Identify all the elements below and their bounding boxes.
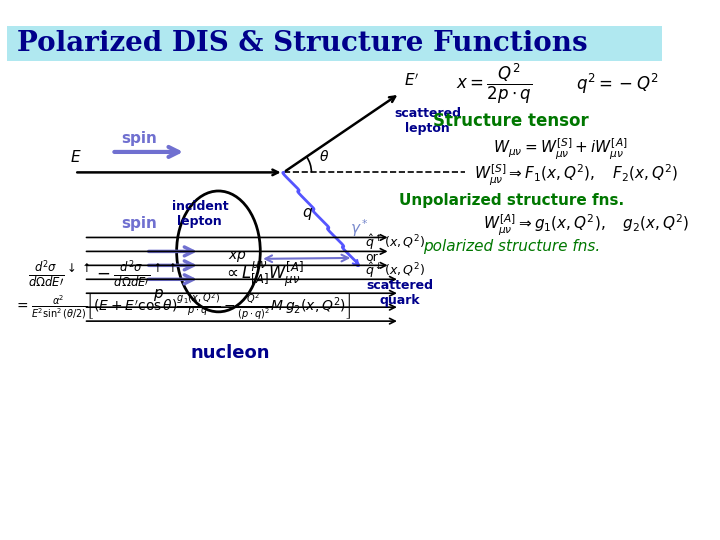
Text: $\hat{q}^{\downarrow}(x,Q^2)$: $\hat{q}^{\downarrow}(x,Q^2)$ bbox=[365, 261, 426, 280]
Text: Structure tensor: Structure tensor bbox=[433, 112, 589, 130]
Text: $q$: $q$ bbox=[302, 206, 313, 222]
Text: nucleon: nucleon bbox=[191, 345, 270, 362]
Text: $p$: $p$ bbox=[153, 287, 164, 303]
Text: spin: spin bbox=[121, 131, 157, 146]
Text: Polarized DIS & Structure Functions: Polarized DIS & Structure Functions bbox=[17, 30, 588, 57]
Text: $\gamma^*$: $\gamma^*$ bbox=[351, 217, 369, 239]
Text: scattered
lepton: scattered lepton bbox=[394, 107, 461, 136]
Text: $\hat{q}^{\uparrow}(x,Q^2)$: $\hat{q}^{\uparrow}(x,Q^2)$ bbox=[365, 233, 426, 252]
Text: $= \frac{\alpha^2}{E^2\sin^2(\theta/2)}\left[\left(E+E^\prime\cos\theta\right)\f: $= \frac{\alpha^2}{E^2\sin^2(\theta/2)}\… bbox=[14, 292, 351, 322]
Text: incident
lepton: incident lepton bbox=[171, 200, 228, 228]
Text: $q^2 = -Q^2$: $q^2 = -Q^2$ bbox=[577, 72, 659, 96]
Text: Unpolarized structure fns.: Unpolarized structure fns. bbox=[399, 193, 624, 208]
FancyBboxPatch shape bbox=[7, 25, 662, 61]
Text: $\propto L^{\mu\nu}_{[A]} W^{[A]}_{\mu\nu}$: $\propto L^{\mu\nu}_{[A]} W^{[A]}_{\mu\n… bbox=[223, 260, 304, 289]
Text: $\frac{d^2\sigma}{d\Omega dE\prime}^{\downarrow\uparrow} - \frac{d^2\sigma}{d\Om: $\frac{d^2\sigma}{d\Omega dE\prime}^{\do… bbox=[28, 259, 176, 291]
Text: polarized structure fns.: polarized structure fns. bbox=[423, 239, 600, 254]
Text: $W_{\mu\nu}^{[S]} \Rightarrow F_1(x,Q^2), \quad F_2(x,Q^2)$: $W_{\mu\nu}^{[S]} \Rightarrow F_1(x,Q^2)… bbox=[474, 163, 678, 188]
Text: $W_{\mu\nu}^{[A]} \Rightarrow g_1(x,Q^2), \quad g_2(x,Q^2)$: $W_{\mu\nu}^{[A]} \Rightarrow g_1(x,Q^2)… bbox=[483, 213, 690, 238]
Text: scattered
quark: scattered quark bbox=[366, 279, 433, 307]
Text: $\theta$: $\theta$ bbox=[319, 149, 329, 164]
Text: $W_{\mu\nu} = W_{\mu\nu}^{[S]} + iW_{\mu\nu}^{[A]}$: $W_{\mu\nu} = W_{\mu\nu}^{[S]} + iW_{\mu… bbox=[492, 137, 627, 161]
Text: or: or bbox=[365, 251, 378, 264]
Text: $E'$: $E'$ bbox=[405, 72, 420, 89]
Text: $E$: $E$ bbox=[70, 149, 81, 165]
Text: spin: spin bbox=[121, 216, 157, 231]
Text: $x = \dfrac{Q^2}{2p \cdot q}$: $x = \dfrac{Q^2}{2p \cdot q}$ bbox=[456, 62, 531, 106]
Text: $xp$: $xp$ bbox=[228, 249, 246, 264]
Ellipse shape bbox=[176, 191, 261, 312]
